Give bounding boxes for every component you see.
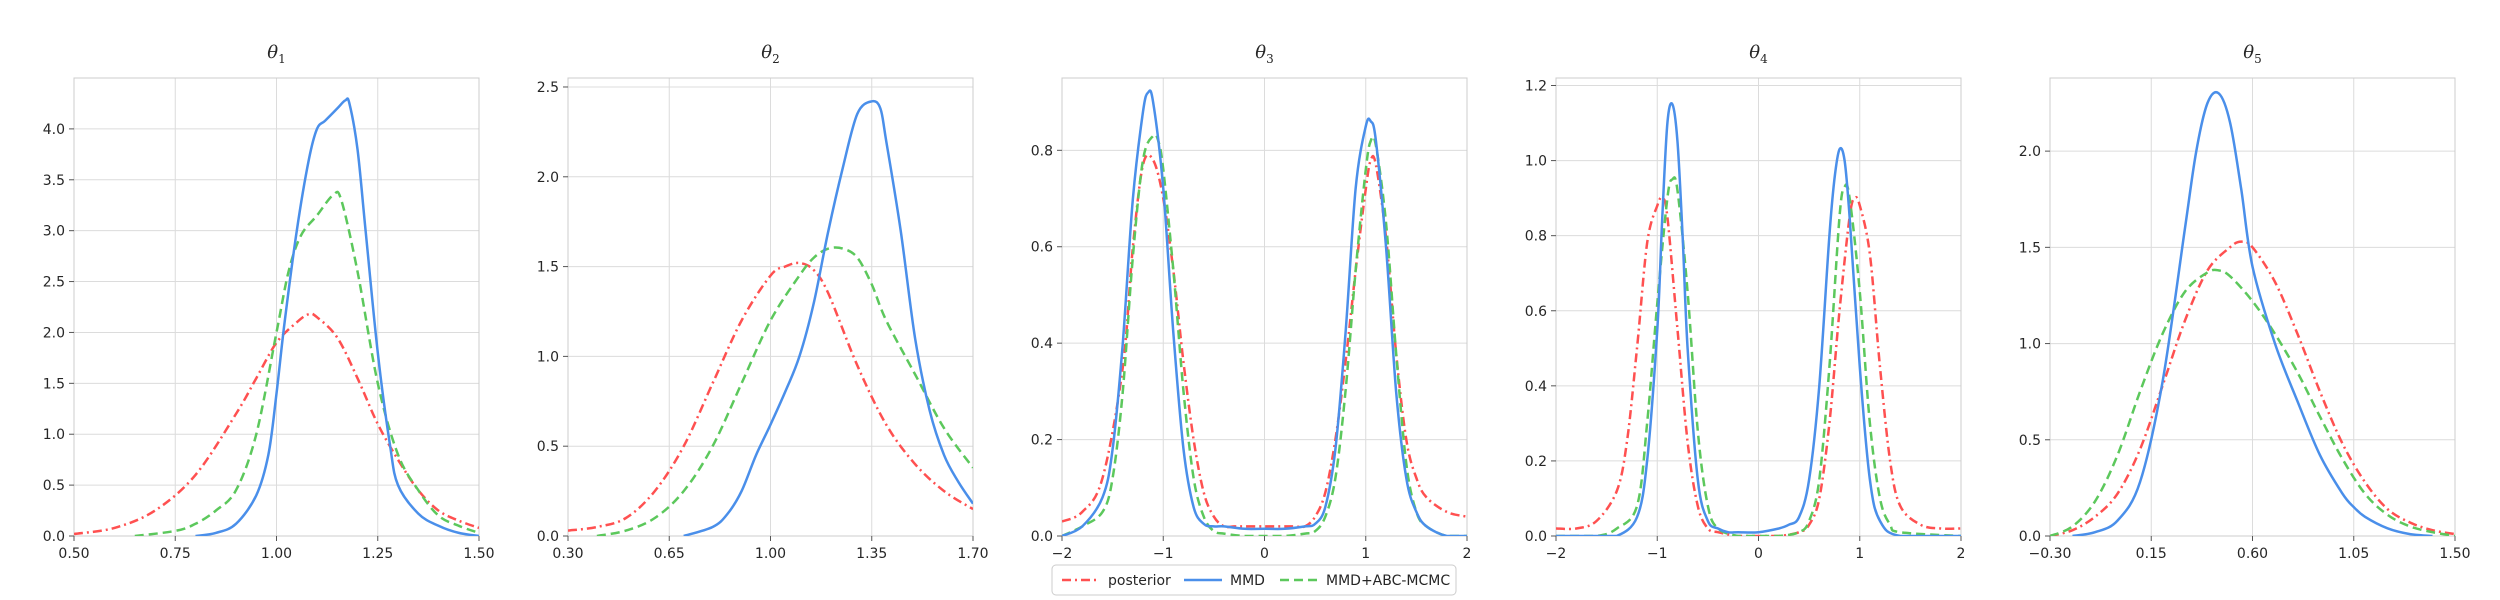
y-tick-label: 1.5 [537, 260, 559, 276]
x-tick-label: −1 [1153, 546, 1174, 562]
x-tick-label: −2 [1546, 546, 1567, 562]
panel-title: θ5 [2243, 42, 2261, 66]
y-tick-label: 0.6 [1525, 304, 1547, 320]
y-tick-label: 0.2 [1031, 433, 1053, 449]
panels: 0.50 0.75 1.00 1.25 1.500.00.51.01.52.02.53.… [43, 42, 2471, 562]
series-line-posterior [1556, 195, 1961, 536]
y-tick-label: 3.5 [43, 173, 65, 189]
x-tick-label: 1.35 [856, 546, 887, 562]
panel-theta-1: 0.50 0.75 1.00 1.25 1.50 0.0 0.5 1.0 1.5 2.0 2.5 3.… [43, 42, 495, 562]
series-line-mmd-abc-mcmc [1556, 176, 1961, 536]
y-tick-label: 0.5 [2019, 433, 2041, 449]
panel-theta-2: 0.30 0.65 1.00 1.35 1.70 0.0 0.5 1.0 1.5 2.0 2.5 θ2 [537, 42, 989, 562]
y-tick-label: 1.0 [1525, 154, 1547, 170]
panel-title: θ3 [1255, 42, 1273, 66]
y-tick-label: 0.4 [1525, 379, 1547, 395]
x-tick-label: 1.50 [2439, 546, 2470, 562]
y-tick-label: 0.8 [1525, 229, 1547, 245]
x-tick-label: 0 [1754, 546, 1763, 562]
y-tick-label: 2.0 [2019, 144, 2041, 160]
y-tick-label: 0.6 [1031, 240, 1053, 256]
series-line-mmd [195, 97, 479, 536]
x-tick-label: 1.70 [957, 546, 988, 562]
y-tick-label: 1.0 [43, 427, 65, 443]
x-tick-label: 2 [1463, 546, 1472, 562]
x-tick-label: 1.00 [261, 546, 292, 562]
y-tick-label: 0.0 [43, 529, 65, 545]
panel-theta-4: −2 −1 0 1 2 0.0 0.2 0.4 0.6 0.8 1.0 1.2 θ4 [1525, 42, 1966, 562]
y-tick-label: 0.0 [1525, 529, 1547, 545]
legend-label: posterior [1108, 573, 1171, 589]
x-tick-label: 1 [1855, 546, 1864, 562]
panel-theta-3: −2 −1 0 1 2 0.0 0.2 0.4 0.6 0.8 θ3 [1031, 42, 1472, 562]
series-line-mmd [1062, 89, 1467, 536]
x-tick-label: 0 [1260, 546, 1269, 562]
y-tick-label: 0.0 [2019, 529, 2041, 545]
panel-theta-5: −0.30 0.15 0.60 1.05 1.50 0.0 0.5 1.0 1.5 2.0 θ5 [2019, 42, 2471, 562]
y-tick-label: 0.4 [1031, 336, 1053, 352]
x-tick-label: −1 [1647, 546, 1668, 562]
x-tick-label: 2 [1957, 546, 1966, 562]
x-tick-label: 1.00 [755, 546, 786, 562]
y-tick-label: 0.5 [43, 478, 65, 494]
panel-title: θ1 [267, 42, 285, 66]
y-tick-label: 3.0 [43, 224, 65, 240]
y-tick-label: 2.0 [537, 170, 559, 186]
panel-title: θ4 [1749, 42, 1768, 66]
x-tick-label: 1.25 [362, 546, 393, 562]
panel-title: θ2 [761, 42, 779, 66]
y-tick-label: 1.5 [43, 376, 65, 392]
x-tick-label: 0.15 [2136, 546, 2167, 562]
series-line-mmd-abc-mcmc [1062, 133, 1467, 536]
series-line-mmd-abc-mcmc [596, 246, 973, 536]
legend-box [1051, 564, 1457, 596]
y-tick-label: 1.2 [1525, 79, 1547, 95]
y-tick-label: 0.0 [537, 529, 559, 545]
legend: posterior MMD MMD+ABC-MCMC [1051, 564, 1457, 596]
y-tick-label: 0.8 [1031, 143, 1053, 159]
series-line-mmd [2072, 90, 2433, 536]
y-tick-label: 1.5 [2019, 240, 2041, 256]
series-line-mmd [683, 99, 973, 536]
x-tick-label: −0.30 [2029, 546, 2072, 562]
y-tick-label: 1.0 [2019, 337, 2041, 353]
y-tick-label: 0.5 [537, 439, 559, 455]
y-tick-label: 2.0 [43, 325, 65, 341]
series-line-mmd-abc-mcmc [134, 190, 479, 536]
y-tick-label: 0.0 [1031, 529, 1053, 545]
y-tick-label: 4.0 [43, 122, 65, 138]
x-tick-label: 1.05 [2338, 546, 2369, 562]
series-line-posterior [568, 261, 973, 532]
x-tick-label: 0.60 [2237, 546, 2268, 562]
x-tick-label: 0.65 [654, 546, 685, 562]
x-tick-label: 0.30 [552, 546, 583, 562]
x-tick-label: 1.50 [463, 546, 494, 562]
y-tick-label: 2.5 [43, 275, 65, 291]
y-tick-label: 0.2 [1525, 454, 1547, 470]
y-tick-label: 2.5 [537, 80, 559, 96]
y-tick-label: 1.0 [537, 349, 559, 365]
legend-label: MMD [1230, 573, 1265, 589]
series-line-mmd-abc-mcmc [2050, 268, 2455, 536]
x-tick-label: 0.75 [160, 546, 191, 562]
x-tick-label: −2 [1052, 546, 1073, 562]
x-tick-label: 1 [1361, 546, 1370, 562]
series-line-mmd [1556, 102, 1961, 536]
legend-label: MMD+ABC-MCMC [1326, 573, 1450, 589]
x-tick-label: 0.50 [58, 546, 89, 562]
